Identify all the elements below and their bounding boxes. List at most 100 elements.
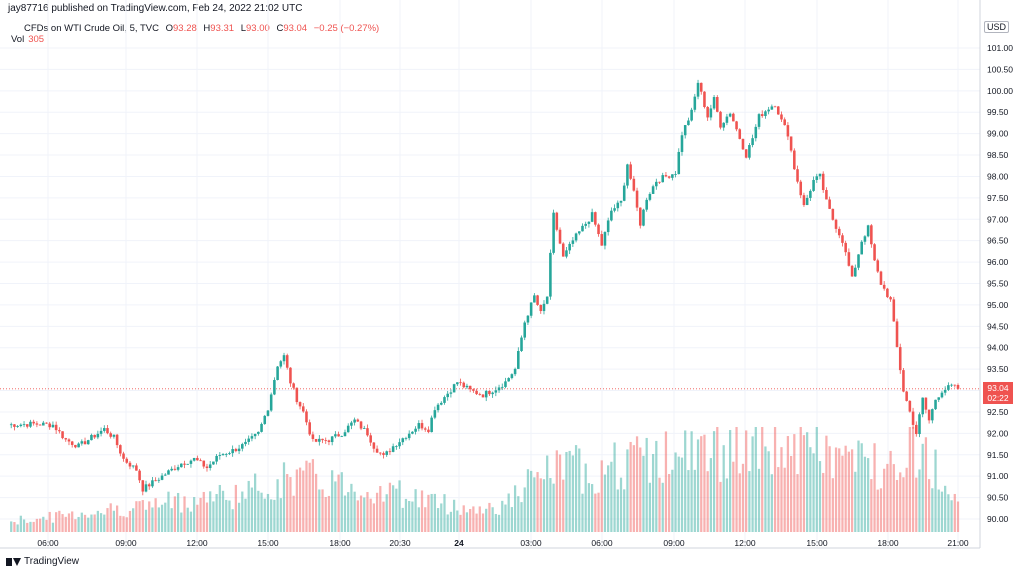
volume-bar (189, 511, 193, 532)
candle-body (744, 149, 748, 158)
volume-bar (279, 498, 282, 532)
price-axis[interactable]: 101.00 100.50 100.00 99.50 99.00 98.50 98.00 97… (987, 43, 1013, 524)
candlesticks (9, 79, 960, 496)
candle-body (35, 423, 39, 425)
candle-body (96, 433, 100, 438)
volume-bar (590, 484, 594, 532)
candle-body (147, 484, 151, 487)
candle-body (350, 422, 353, 426)
candle-body (308, 422, 311, 435)
candle-body (921, 397, 924, 415)
volume-bar (270, 499, 273, 532)
candle-body (205, 466, 209, 468)
candle-body (914, 424, 918, 435)
currency-button[interactable]: USD (984, 21, 1010, 33)
volume-bar (221, 490, 225, 532)
volume-bar (465, 512, 469, 532)
volume-bar (879, 488, 883, 532)
volume-bar (674, 452, 677, 532)
volume-bar (712, 431, 716, 532)
candle-body (61, 431, 64, 439)
candle-body (549, 252, 552, 297)
volume-bar (170, 508, 173, 532)
candle-body (924, 397, 928, 410)
candle-body (825, 190, 828, 200)
volume-bar (205, 502, 209, 532)
volume-bar (513, 485, 517, 532)
volume-bar (626, 449, 629, 532)
candle-body (565, 250, 568, 257)
volume-bar (552, 483, 555, 532)
candle-body (253, 433, 257, 437)
candle-body (420, 423, 424, 429)
volume-bar (324, 497, 327, 532)
candle-body (526, 315, 530, 323)
time-axis[interactable]: 06:00 09:00 12:00 15:00 18:00 20:30 24 03:00 06:… (37, 538, 969, 548)
volume-bar (867, 458, 870, 532)
candle-body (29, 421, 32, 427)
volume-bar (132, 508, 135, 532)
volume-bar (696, 439, 700, 532)
candle-body (709, 108, 713, 118)
candle-body (401, 438, 405, 443)
candle-body (103, 428, 106, 431)
candle-body (533, 295, 536, 303)
candle-body (651, 186, 655, 194)
candle-body (279, 361, 283, 367)
candle-body (821, 173, 825, 191)
candle-body (58, 430, 61, 432)
volume-bar (151, 507, 154, 532)
volume-bar (350, 483, 353, 532)
volume-bar (507, 493, 510, 532)
candle-body (86, 440, 90, 445)
candle-body (879, 271, 883, 285)
price-tick-label: 95.50 (987, 279, 1009, 289)
candle-body (574, 233, 578, 241)
candle-body (677, 151, 681, 175)
volume-bar (16, 524, 19, 532)
candle-body (552, 212, 555, 253)
symbol-name[interactable]: CFDs on WTI Crude Oil, 5, TVC (24, 23, 159, 34)
volume-bar (517, 496, 520, 532)
volume-bar (603, 474, 607, 532)
price-tick-label: 92.00 (987, 428, 1009, 438)
candle-body (163, 474, 167, 476)
candle-body (109, 433, 112, 437)
volume-bar (237, 502, 241, 532)
volume-bar (777, 467, 780, 532)
volume-bar (722, 445, 725, 532)
candle-body (125, 458, 129, 463)
volume-bar (799, 427, 802, 532)
time-tick-label: 21:00 (947, 538, 969, 548)
candle-body (655, 181, 658, 187)
candle-body (850, 265, 854, 277)
volume-bar (154, 498, 157, 532)
candle-body (221, 454, 225, 456)
candle-body (160, 475, 164, 480)
candle-body (834, 219, 838, 229)
candle-body (619, 200, 623, 203)
candle-body (722, 122, 725, 128)
volume-bar (950, 500, 953, 532)
bar-countdown: 02:22 (987, 393, 1009, 403)
volume-bar (783, 467, 786, 532)
volume-bar (587, 483, 591, 532)
price-tick-label: 98.50 (987, 150, 1009, 160)
candle-body (452, 384, 456, 393)
candle-body (244, 441, 247, 445)
volume-bar (664, 431, 668, 532)
candle-body (388, 451, 392, 453)
volume-bar (607, 465, 610, 532)
volume-bar (684, 430, 687, 532)
candle-body (484, 390, 488, 398)
candle-body (48, 423, 52, 428)
volume-bar (298, 467, 302, 532)
tradingview-logo[interactable]: TradingView (6, 556, 79, 567)
volume-bar (436, 508, 440, 532)
volume-label[interactable]: Vol (11, 34, 25, 45)
volume-bar (876, 489, 879, 532)
candle-body (430, 417, 433, 433)
volume-bar (241, 491, 244, 532)
candle-body (269, 394, 273, 411)
